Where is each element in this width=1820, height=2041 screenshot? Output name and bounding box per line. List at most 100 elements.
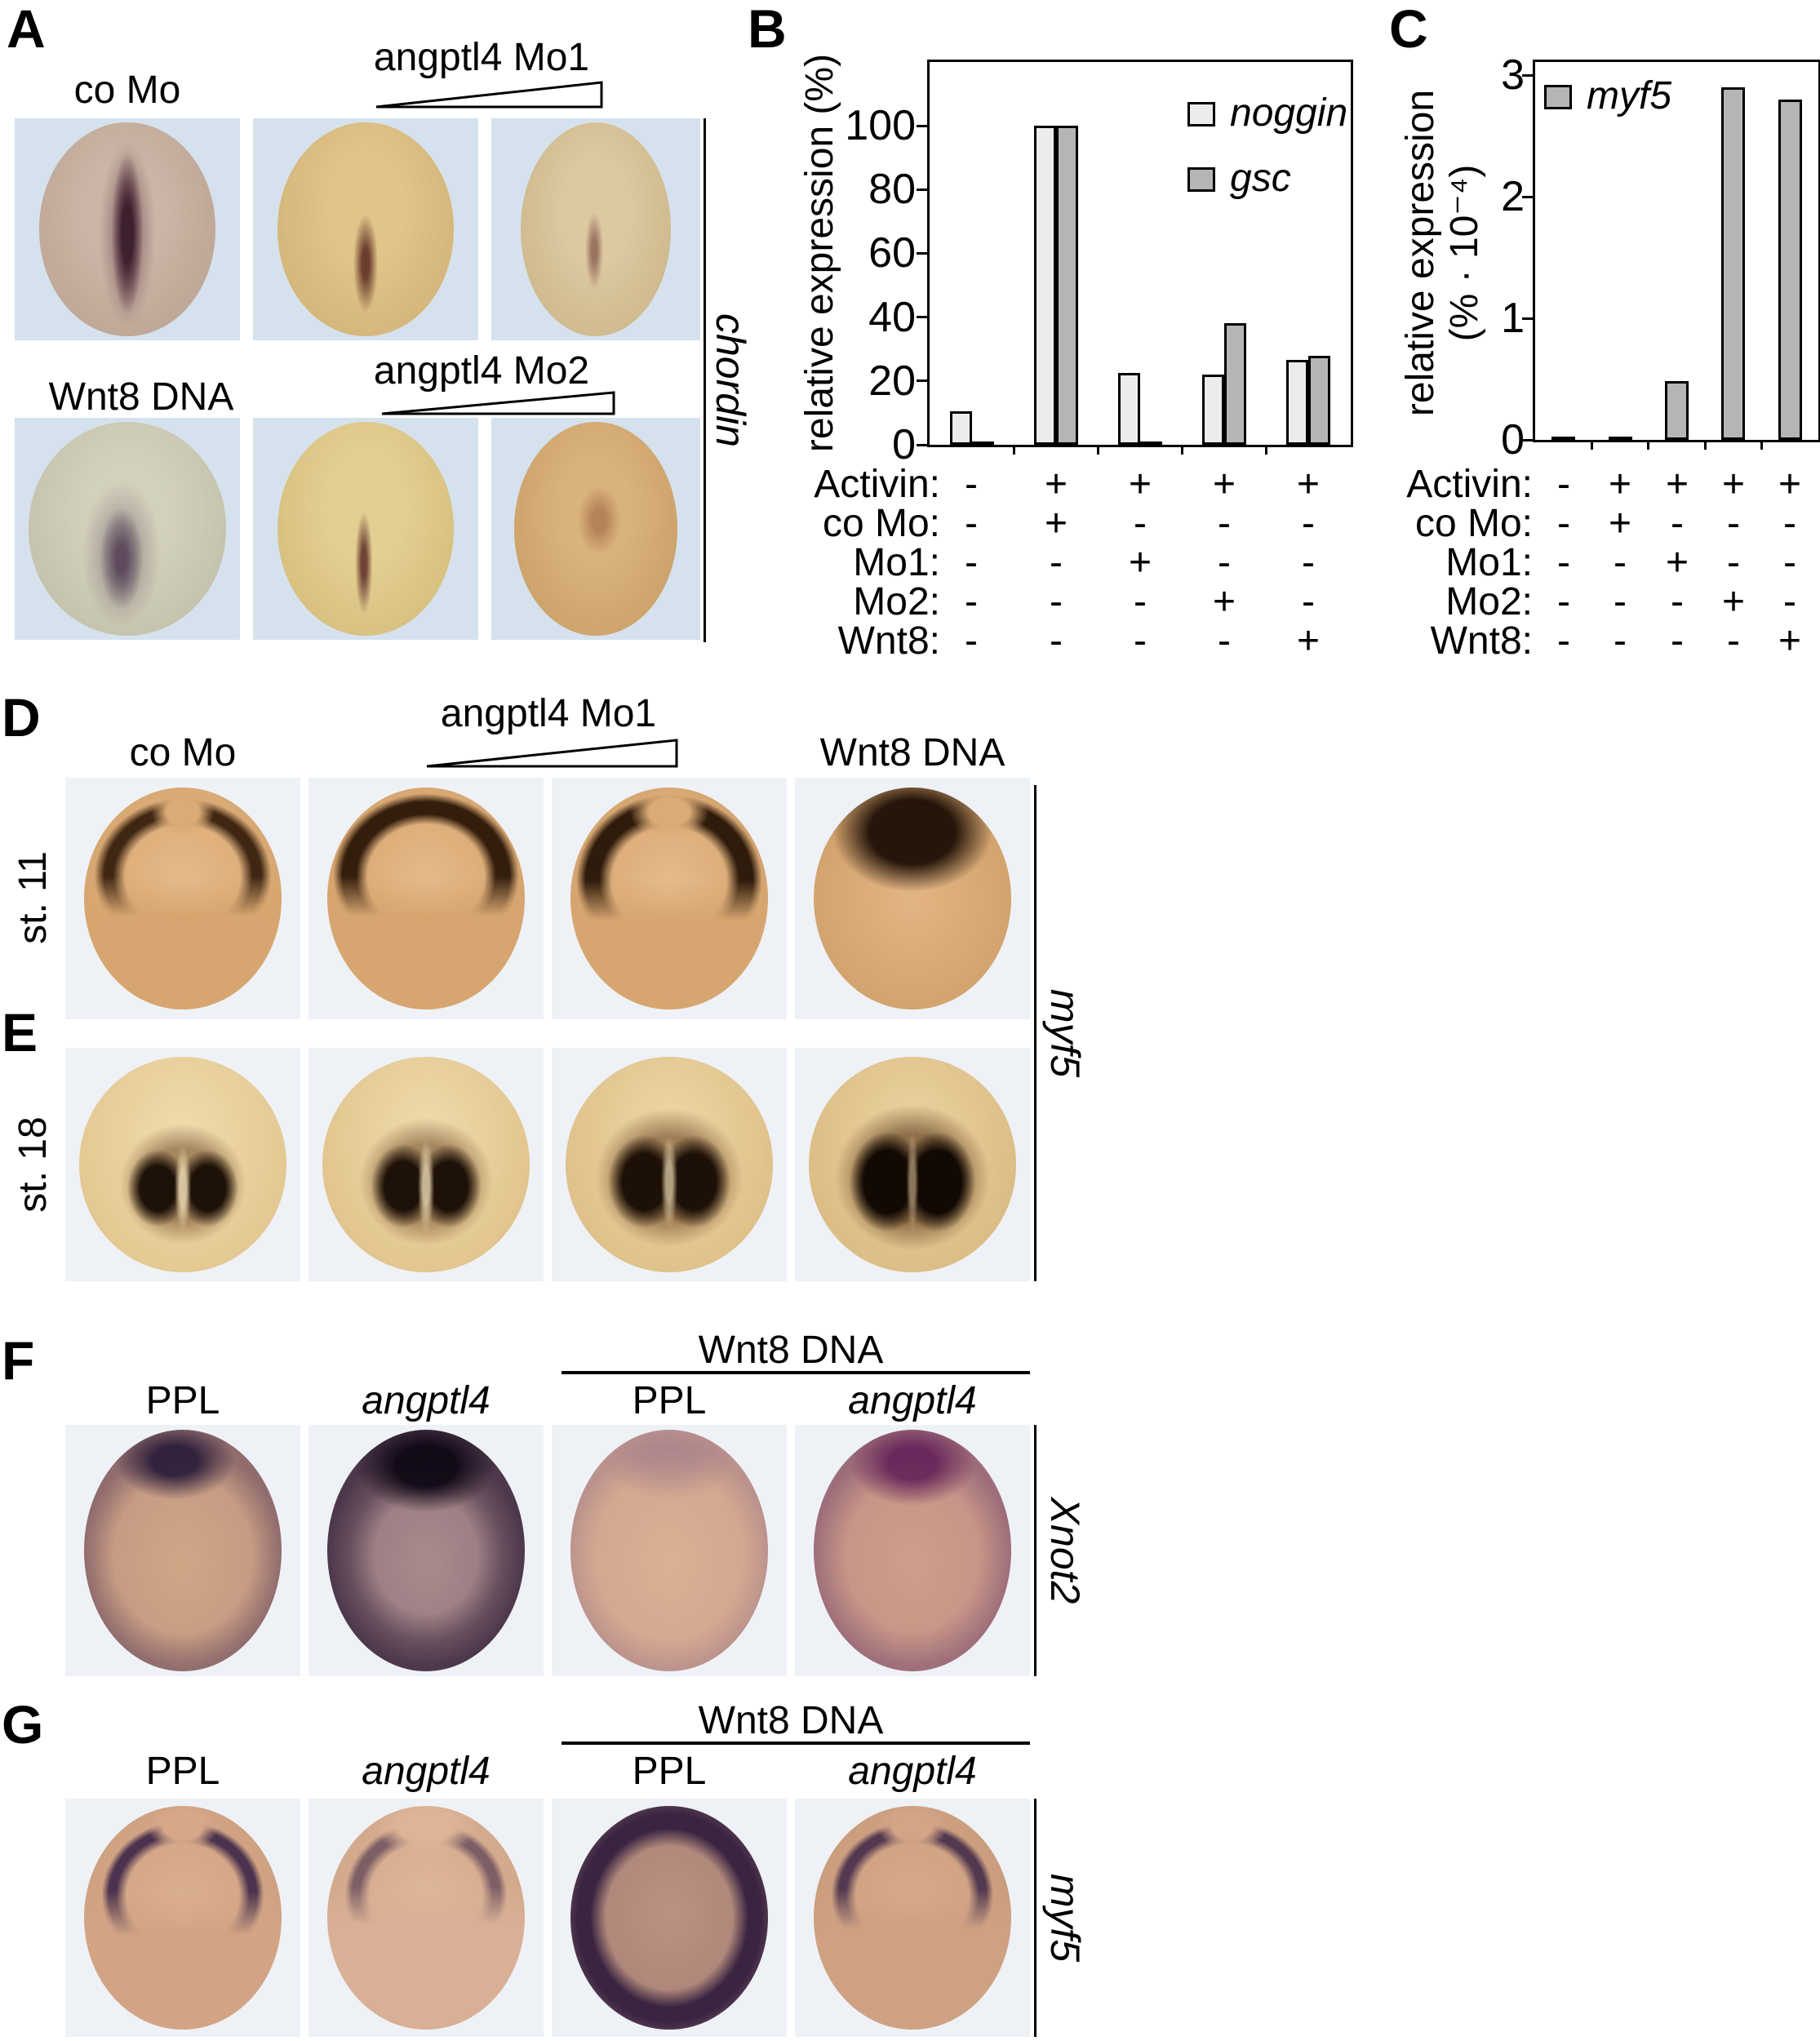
embryo-cell-e1 — [65, 1048, 300, 1281]
x-tick-mark — [1096, 445, 1099, 455]
condition-value-c-5-4: - — [1727, 619, 1740, 663]
condition-value-b-1-2: + — [1044, 463, 1068, 506]
bar-noggin-4 — [1202, 374, 1225, 445]
bar-gsc-1 — [971, 441, 994, 446]
x-tick-mark — [1703, 440, 1707, 450]
x-tick-mark — [1265, 445, 1268, 455]
condition-row-label-b-3: Mo1: — [853, 541, 940, 584]
condition-value-c-1-5: + — [1778, 463, 1802, 506]
x-tick-mark — [1760, 440, 1764, 450]
embryo-image-d-mo1-high — [570, 787, 768, 1010]
panel-f-col3-label: PPL — [632, 1379, 707, 1422]
panel-f-gene-label: Xnot2 — [1042, 1497, 1088, 1604]
y-tick-mark — [917, 379, 930, 383]
embryo-image-a-mo1-high — [520, 122, 672, 336]
y-tick-label-B-100: 100 — [845, 102, 916, 149]
embryo-cell-g1 — [65, 1799, 300, 2037]
condition-value-b-1-3: + — [1128, 463, 1152, 506]
panel-a-row2-label: Wnt8 DNA — [48, 375, 234, 419]
condition-value-c-1-2: + — [1608, 463, 1632, 506]
panel-e-letter: E — [2, 1002, 38, 1063]
panel-f-group-underline — [562, 1371, 1030, 1374]
embryo-cell-g4 — [795, 1799, 1030, 2037]
chart-c-plot-frame — [1533, 60, 1820, 442]
panel-f-col1-label: PPL — [145, 1379, 220, 1422]
embryo-image-d-wnt8 — [814, 787, 1011, 1010]
bar-noggin-3 — [1118, 373, 1140, 445]
embryo-cell-e4 — [795, 1048, 1030, 1281]
panel-g-col3-label: PPL — [632, 1750, 707, 1793]
bar-gsc-4 — [1224, 323, 1247, 445]
condition-value-c-2-1: - — [1557, 502, 1570, 545]
embryo-image-g-angptl4 — [327, 1805, 525, 2030]
panel-f-bracket-line — [1034, 1425, 1037, 1676]
condition-value-c-3-3: + — [1665, 541, 1689, 584]
embryo-image-a-wnt8 — [28, 422, 227, 636]
embryo-cell-a3 — [491, 118, 700, 340]
condition-value-c-2-3: - — [1671, 502, 1684, 545]
condition-value-b-1-4: + — [1212, 463, 1236, 506]
embryo-cell-a6 — [491, 418, 700, 640]
condition-value-c-2-2: + — [1608, 502, 1632, 545]
condition-value-c-3-5: - — [1783, 541, 1796, 584]
x-tick-mark — [1590, 440, 1593, 450]
bar-noggin-2 — [1033, 126, 1056, 445]
y-tick-label-C-1: 1 — [1501, 295, 1525, 342]
condition-row-label-c-1: Activin: — [1406, 463, 1533, 506]
embryo-image-f-ppl — [84, 1430, 282, 1671]
condition-value-b-5-2: - — [1050, 619, 1063, 663]
embryo-cell-a1 — [15, 118, 240, 340]
condition-row-label-c-5: Wnt8: — [1430, 619, 1533, 663]
bar-myf5-2 — [1608, 437, 1632, 441]
embryo-image-a-mo2-low — [277, 422, 454, 636]
embryo-cell-e2 — [309, 1048, 544, 1281]
condition-row-label-c-2: co Mo: — [1414, 502, 1533, 545]
embryo-image-d-mo1-low — [327, 787, 525, 1010]
panel-d-wedge-label: angptl4 Mo1 — [440, 692, 657, 735]
y-tick-label-B-0: 0 — [892, 421, 916, 468]
embryo-image-f-wnt8-angptl4 — [814, 1430, 1011, 1671]
dose-wedge-icon — [381, 391, 615, 415]
x-tick-mark — [1012, 445, 1015, 455]
condition-value-b-1-5: + — [1296, 463, 1321, 506]
x-tick-mark — [1647, 440, 1650, 450]
embryo-cell-a4 — [15, 418, 240, 640]
condition-value-b-4-5: - — [1302, 580, 1315, 623]
condition-row-label-b-5: Wnt8: — [837, 619, 940, 663]
embryo-cell-g3 — [552, 1799, 787, 2037]
panel-d-col1-label: co Mo — [129, 731, 237, 774]
embryo-cell-f4 — [795, 1425, 1030, 1676]
condition-value-c-5-1: - — [1557, 619, 1570, 663]
panel-f-letter: F — [2, 1330, 35, 1391]
y-tick-mark — [1522, 438, 1535, 441]
panel-g-col4-label: angptl4 — [848, 1750, 977, 1793]
panel-g-gene-label: myf5 — [1042, 1873, 1088, 1963]
embryo-cell-e3 — [552, 1048, 787, 1281]
embryo-cell-f1 — [65, 1425, 300, 1676]
embryo-image-a-mo1-low — [277, 122, 454, 336]
panel-d-letter: D — [2, 687, 41, 748]
embryo-cell-f2 — [309, 1425, 544, 1676]
y-tick-mark — [917, 443, 930, 446]
y-tick-label-B-20: 20 — [868, 357, 916, 405]
condition-value-b-2-4: - — [1218, 502, 1231, 545]
panel-c-letter: C — [1389, 0, 1428, 59]
bar-noggin-5 — [1286, 360, 1309, 445]
y-tick-mark — [1522, 195, 1535, 198]
condition-value-b-2-5: - — [1302, 502, 1315, 545]
legend-label-noggin: noggin — [1230, 91, 1348, 135]
panel-f-col2-label: angptl4 — [362, 1379, 491, 1422]
panel-b-letter: B — [748, 0, 787, 59]
panel-g-group-label: Wnt8 DNA — [698, 1699, 884, 1742]
y-tick-label-C-2: 2 — [1501, 173, 1525, 220]
panel-f-group-label: Wnt8 DNA — [698, 1329, 884, 1372]
embryo-image-e-coMo — [79, 1057, 286, 1272]
condition-row-label-b-1: Activin: — [814, 463, 940, 506]
x-tick-mark — [1181, 445, 1184, 455]
embryo-image-e-wnt8 — [809, 1057, 1016, 1272]
embryo-image-g-wnt8-ppl — [570, 1805, 768, 2030]
y-tick-mark — [1522, 317, 1535, 320]
condition-value-b-3-2: - — [1050, 541, 1063, 584]
condition-value-c-4-4: + — [1721, 580, 1746, 623]
